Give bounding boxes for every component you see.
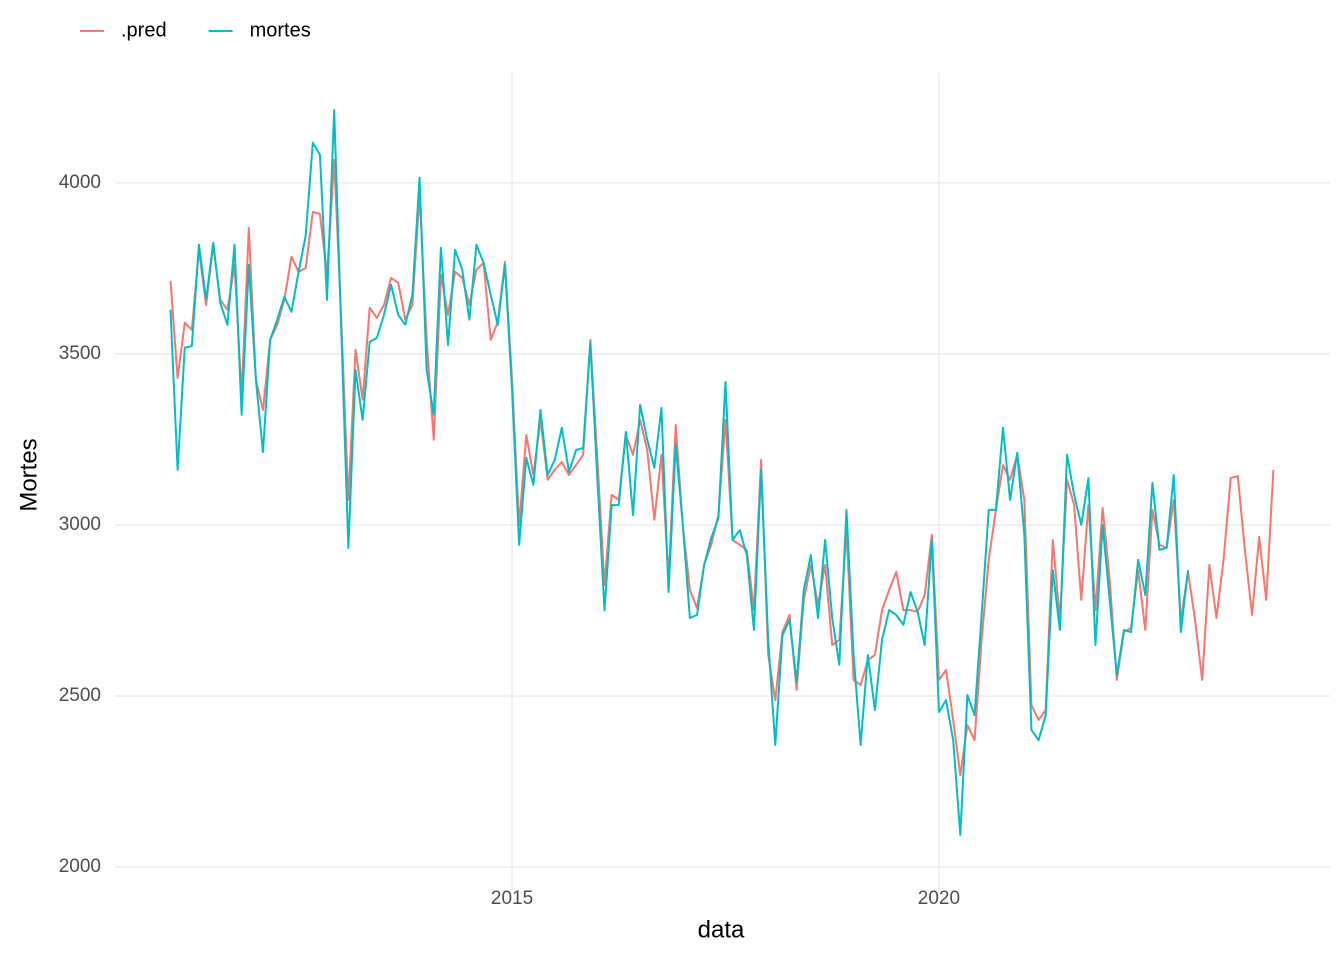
- y-tick-label: 3000: [59, 514, 101, 535]
- y-tick-label: 4000: [59, 172, 101, 193]
- y-tick-label: 3500: [59, 343, 101, 364]
- y-tick-label: 2500: [59, 685, 101, 706]
- y-axis-title: Mortes: [15, 438, 42, 511]
- series-line: [169, 108, 1190, 836]
- y-tick-label: 2000: [59, 856, 101, 877]
- legend-label: .pred: [121, 19, 167, 41]
- x-tick-label: 2015: [491, 888, 533, 909]
- x-tick-label: 2020: [918, 888, 960, 909]
- legend-label: mortes: [250, 19, 311, 41]
- x-axis-title: data: [698, 916, 745, 943]
